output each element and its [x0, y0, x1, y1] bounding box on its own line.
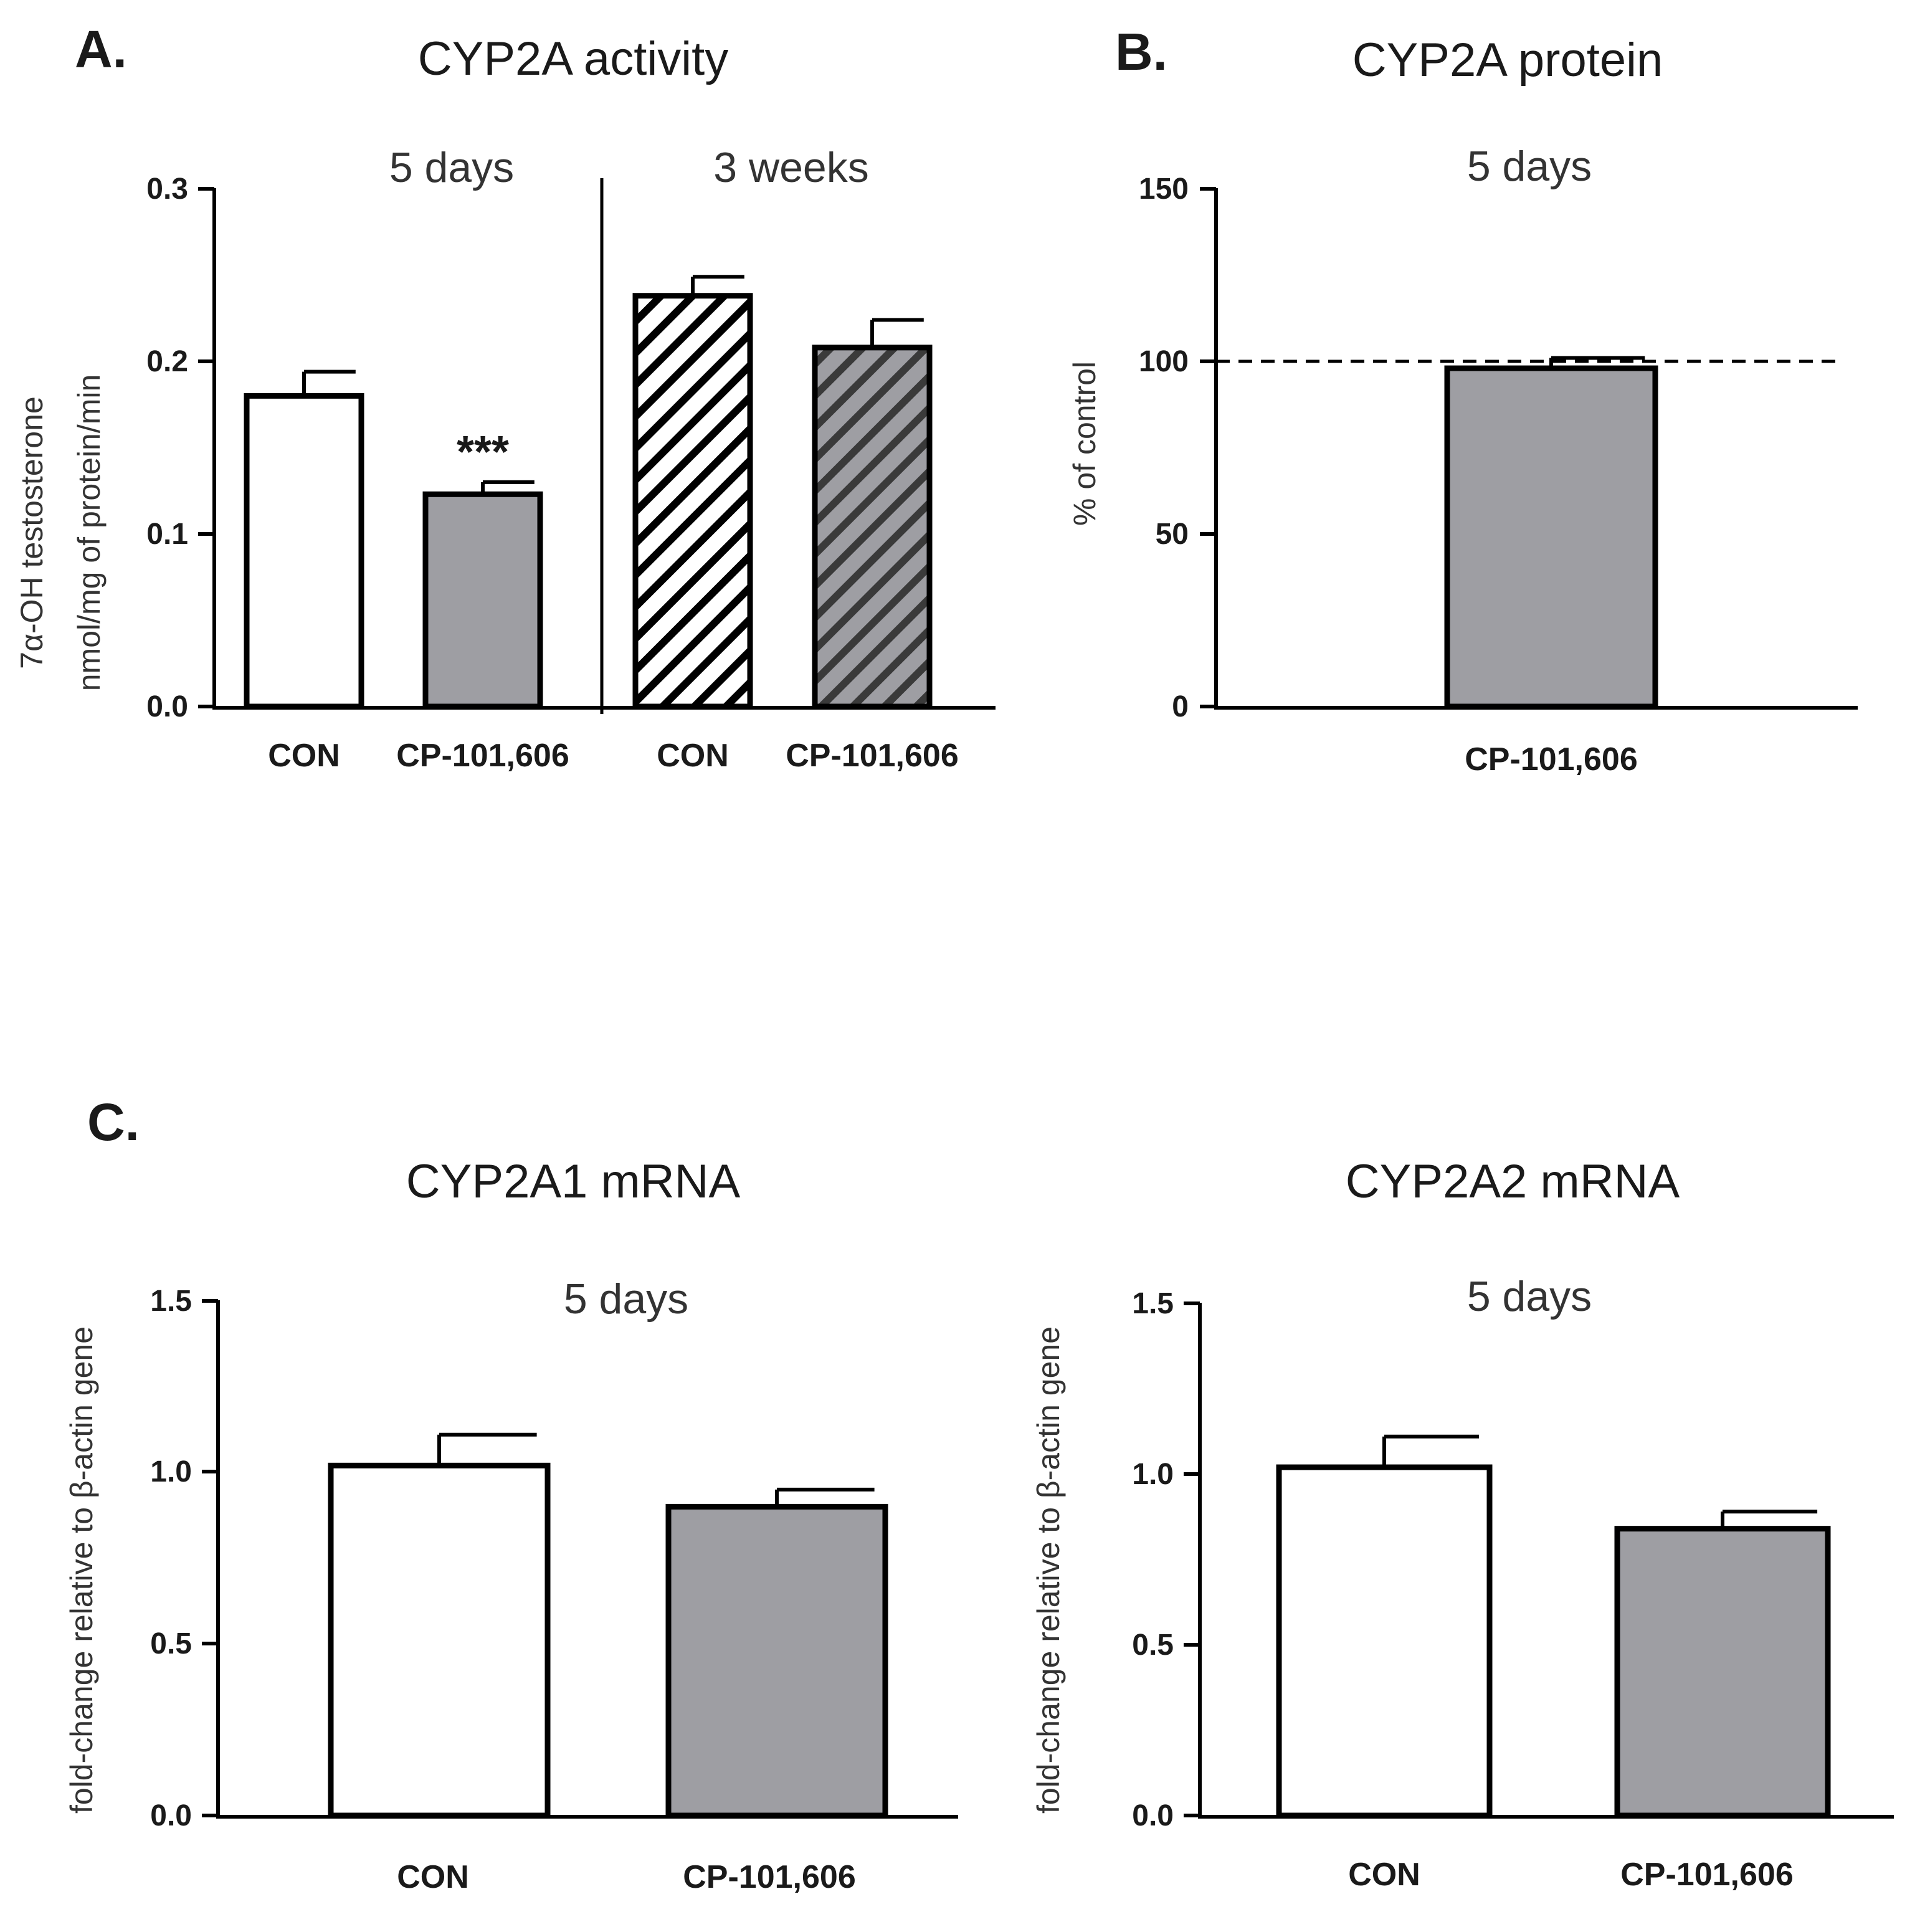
chart-cyp2a-protein: CYP2A protein 5 days % of control 0 50 1…: [1067, 34, 1858, 778]
bar: [1614, 1526, 1831, 1819]
x-tick-label: CON: [397, 1859, 469, 1895]
chart-subtitle: 5 days: [1467, 143, 1592, 190]
y-axis-label: fold-change relative to β-actin gene: [1031, 1326, 1066, 1814]
y-tick-label: 1.5: [150, 1285, 192, 1318]
x-tick-label: CP-101,606: [396, 738, 569, 774]
x-tick-label: CON: [657, 738, 729, 774]
y-tick-label: 0.0: [146, 690, 188, 723]
y-tick-label: 0.3: [146, 173, 188, 206]
y-ticks: 0.0 0.5 1.0 1.5: [150, 1285, 218, 1832]
chart-title: CYP2A2 mRNA: [1346, 1155, 1680, 1208]
y-tick-label: 0.5: [1132, 1629, 1174, 1662]
x-tick-label: CP-101,606: [786, 738, 959, 774]
y-axis-label-line-1: 7α-OH testosterone: [14, 396, 49, 669]
bar: [244, 393, 364, 710]
x-tick-label: CP-101,606: [1465, 741, 1638, 778]
x-tick-label: CP-101,606: [683, 1859, 856, 1895]
bars: [1444, 356, 1658, 710]
y-ticks: 0.0 0.5 1.0 1.5: [1132, 1287, 1200, 1832]
chart-cyp2a2-mrna: CYP2A2 mRNA 5 days fold-change relative …: [1031, 1155, 1894, 1893]
chart-subtitle: 5 days: [1467, 1273, 1592, 1320]
panel-label-b: B.: [1115, 22, 1167, 81]
bar: [328, 1462, 551, 1819]
significance-annotation: ***: [457, 427, 509, 477]
panel-label-c: C.: [87, 1093, 140, 1151]
bar: [422, 491, 543, 710]
panel-label-a: A.: [75, 20, 127, 79]
bars: [328, 1432, 888, 1819]
y-tick-label: 150: [1139, 173, 1189, 206]
bar: [632, 293, 753, 710]
y-tick-label: 100: [1139, 345, 1189, 378]
x-tick-label: CP-101,606: [1620, 1857, 1794, 1893]
chart-title: CYP2A1 mRNA: [406, 1155, 741, 1208]
y-tick-label: 0: [1172, 690, 1189, 723]
y-tick-label: 0.1: [146, 518, 188, 551]
x-tick-label: CON: [1348, 1857, 1420, 1893]
y-tick-label: 1.5: [1132, 1287, 1174, 1320]
y-axis-label: fold-change relative to β-actin gene: [64, 1326, 99, 1814]
chart-title: CYP2A protein: [1352, 34, 1663, 87]
group-label-5-days: 5 days: [389, 144, 514, 191]
y-tick-label: 0.5: [150, 1627, 192, 1660]
y-tick-label: 1.0: [1132, 1458, 1174, 1491]
bars: [1276, 1434, 1831, 1819]
y-tick-label: 0.0: [150, 1799, 192, 1832]
chart-subtitle: 5 days: [564, 1275, 688, 1323]
chart-title: CYP2A activity: [418, 32, 728, 85]
chart-cyp2a1-mrna: CYP2A1 mRNA 5 days fold-change relative …: [64, 1155, 958, 1895]
y-ticks: 0.0 0.1 0.2 0.3: [146, 173, 214, 723]
y-tick-label: 0.0: [1132, 1799, 1174, 1832]
bar: [1444, 365, 1658, 710]
y-ticks: 0 50 100 150: [1139, 173, 1216, 723]
y-tick-label: 1.0: [150, 1455, 192, 1488]
y-axis-label-line-2: nmol/mg of protein/min: [72, 374, 107, 692]
y-tick-label: 50: [1156, 518, 1189, 551]
bar: [812, 345, 933, 710]
bar: [665, 1503, 888, 1819]
bar: [1276, 1464, 1493, 1819]
chart-cyp2a-activity: CYP2A activity 5 days 3 weeks 7α-OH test…: [14, 32, 996, 774]
y-tick-label: 0.2: [146, 345, 188, 378]
bars: ***: [244, 275, 933, 710]
y-axis-label: % of control: [1067, 361, 1102, 526]
x-tick-label: CON: [268, 738, 340, 774]
group-label-3-weeks: 3 weeks: [713, 144, 868, 191]
